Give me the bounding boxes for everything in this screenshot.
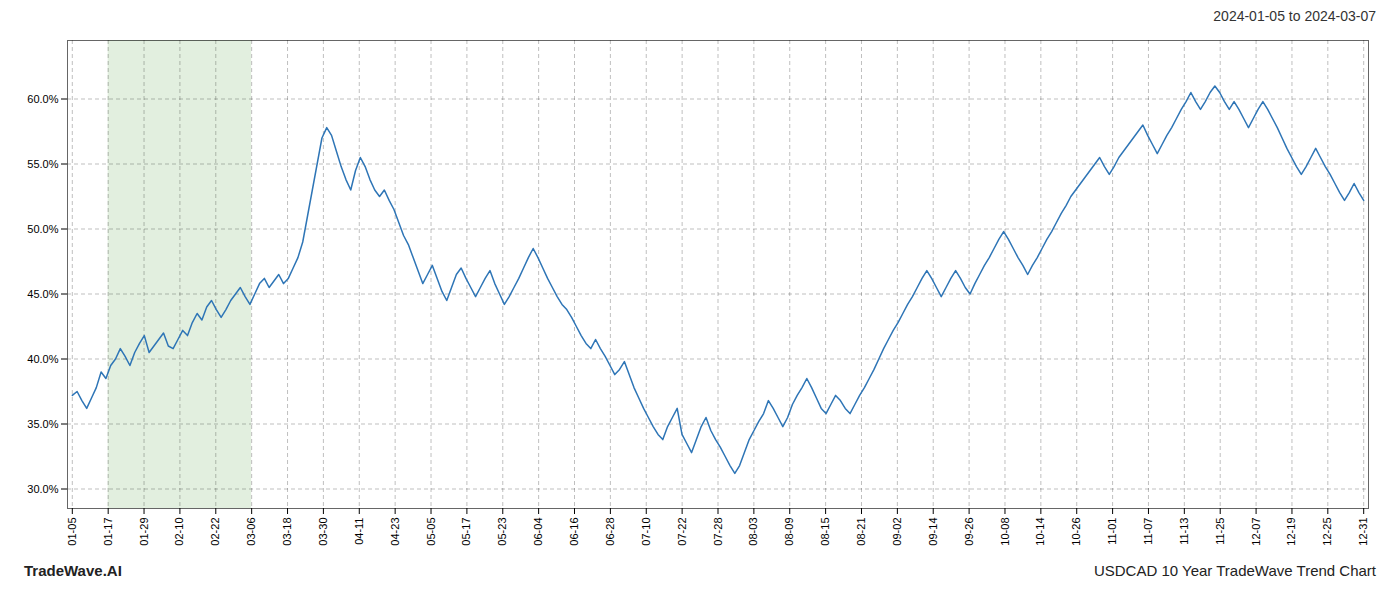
svg-text:05-23: 05-23 xyxy=(496,518,508,546)
svg-text:08-15: 08-15 xyxy=(819,518,831,546)
svg-text:11-07: 11-07 xyxy=(1142,518,1154,545)
svg-text:09-14: 09-14 xyxy=(927,518,939,546)
svg-text:07-10: 07-10 xyxy=(640,518,652,546)
svg-text:55.0%: 55.0% xyxy=(27,158,58,170)
svg-text:11-01: 11-01 xyxy=(1106,518,1118,545)
svg-text:40.0%: 40.0% xyxy=(27,353,58,365)
svg-text:01-17: 01-17 xyxy=(102,518,114,546)
svg-text:09-02: 09-02 xyxy=(891,518,903,546)
svg-text:10-26: 10-26 xyxy=(1070,518,1082,546)
svg-text:03-18: 03-18 xyxy=(281,518,293,546)
svg-text:10-14: 10-14 xyxy=(1034,518,1046,546)
svg-text:08-09: 08-09 xyxy=(783,518,795,546)
svg-text:05-05: 05-05 xyxy=(425,518,437,546)
svg-text:11-13: 11-13 xyxy=(1178,518,1190,545)
svg-text:03-30: 03-30 xyxy=(317,518,329,546)
svg-text:06-16: 06-16 xyxy=(568,518,580,546)
svg-text:10-08: 10-08 xyxy=(998,518,1010,546)
svg-text:04-11: 04-11 xyxy=(353,518,365,545)
svg-text:60.0%: 60.0% xyxy=(27,93,58,105)
html-text:TradeWave.AI: TradeWave.AI xyxy=(24,562,122,579)
svg-text:05-17: 05-17 xyxy=(460,518,472,546)
svg-text:08-03: 08-03 xyxy=(747,518,759,546)
svg-text:04-23: 04-23 xyxy=(389,518,401,546)
html-text:USDCAD 10 Year TradeWave Trend: USDCAD 10 Year TradeWave Trend Chart xyxy=(1093,562,1376,579)
svg-text:02-22: 02-22 xyxy=(209,518,221,546)
html-text:2024-01-05 to 2024-03-07: 2024-01-05 to 2024-03-07 xyxy=(1213,8,1376,24)
svg-text:12-19: 12-19 xyxy=(1285,518,1297,546)
svg-text:09-26: 09-26 xyxy=(963,518,975,546)
svg-text:12-07: 12-07 xyxy=(1250,518,1262,546)
svg-text:02-10: 02-10 xyxy=(173,518,185,546)
svg-text:35.0%: 35.0% xyxy=(27,418,58,430)
svg-text:50.0%: 50.0% xyxy=(27,223,58,235)
svg-text:06-28: 06-28 xyxy=(604,518,616,546)
svg-text:06-04: 06-04 xyxy=(532,518,544,546)
svg-text:07-28: 07-28 xyxy=(712,518,724,546)
svg-text:01-29: 01-29 xyxy=(138,518,150,546)
svg-text:12-25: 12-25 xyxy=(1321,518,1333,546)
svg-text:45.0%: 45.0% xyxy=(27,288,58,300)
svg-text:07-22: 07-22 xyxy=(676,518,688,546)
svg-text:03-06: 03-06 xyxy=(245,518,257,546)
svg-text:01-05: 01-05 xyxy=(66,518,78,546)
svg-text:08-21: 08-21 xyxy=(855,518,867,546)
svg-text:12-31: 12-31 xyxy=(1357,518,1369,546)
svg-text:30.0%: 30.0% xyxy=(27,483,58,495)
svg-text:11-25: 11-25 xyxy=(1214,518,1226,545)
